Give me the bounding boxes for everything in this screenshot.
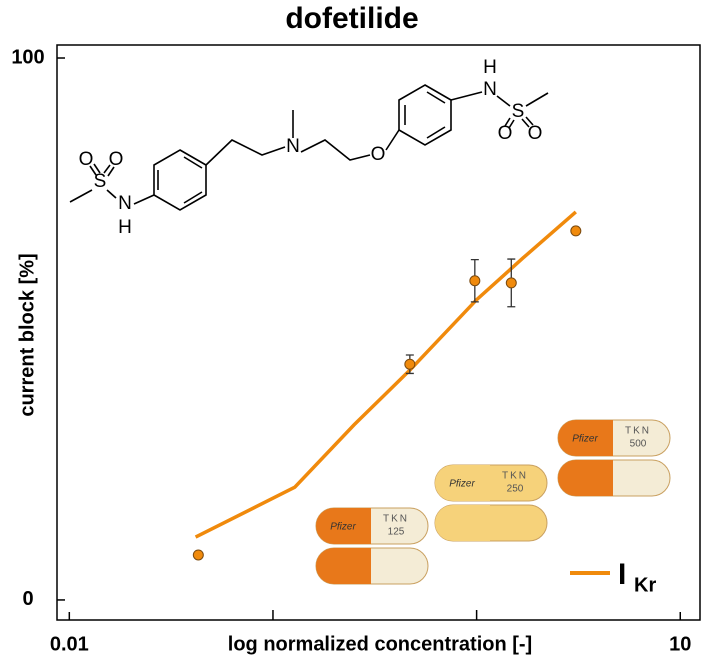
- capsule-code: TKN: [625, 426, 651, 437]
- capsule-dose: 125: [388, 527, 405, 538]
- capsule-brand: Pfizer: [449, 479, 475, 490]
- capsule-half: [435, 465, 490, 501]
- capsule-half: [316, 508, 371, 544]
- capsule-half: [558, 460, 613, 496]
- legend-label: I: [618, 558, 626, 591]
- capsule-brand: Pfizer: [330, 522, 356, 533]
- atom-label: N: [286, 136, 300, 157]
- data-point: [192, 549, 204, 561]
- data-point: [469, 275, 481, 287]
- atom-label: S: [94, 171, 107, 192]
- capsule-dose: 250: [507, 484, 524, 495]
- x-tick-label: 0.01: [50, 633, 89, 655]
- legend-label-sub: Kr: [634, 574, 656, 596]
- x-axis-label: log normalized concentration [-]: [228, 633, 532, 655]
- atom-label: O: [79, 149, 94, 170]
- capsule-half: [435, 505, 490, 541]
- atom-label: N: [118, 193, 132, 214]
- capsule-brand: Pfizer: [572, 434, 598, 445]
- atom-label: O: [109, 149, 124, 170]
- atom-label: O: [498, 123, 513, 144]
- y-tick-label: 0: [22, 588, 33, 610]
- plot-frame: [56, 44, 701, 621]
- capsule-code: TKN: [502, 471, 528, 482]
- atom-label: H: [118, 217, 132, 238]
- data-point: [505, 277, 517, 289]
- capsule-code: TKN: [383, 514, 409, 525]
- capsule-dose: 500: [630, 439, 647, 450]
- data-point: [570, 225, 582, 237]
- y-tick-label: 100: [11, 46, 44, 68]
- atom-label: O: [371, 144, 386, 165]
- atom-label: O: [528, 123, 543, 144]
- atom-label: S: [512, 101, 525, 122]
- data-point: [404, 358, 416, 370]
- capsule-half: [316, 548, 371, 584]
- chart-title: dofetilide: [285, 2, 418, 35]
- atom-label: N: [483, 79, 497, 100]
- structure-bonds: [69, 84, 549, 211]
- y-axis-label: current block [%]: [16, 253, 38, 416]
- atom-label: H: [483, 57, 497, 78]
- x-tick-label: 10: [669, 633, 691, 655]
- capsule-half: [558, 420, 613, 456]
